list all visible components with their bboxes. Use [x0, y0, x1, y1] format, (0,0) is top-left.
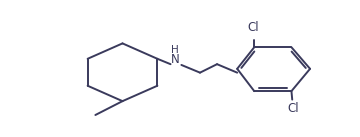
Text: N: N: [171, 53, 180, 66]
Text: Cl: Cl: [247, 22, 258, 35]
Text: H: H: [171, 45, 179, 55]
Text: Cl: Cl: [287, 102, 299, 115]
